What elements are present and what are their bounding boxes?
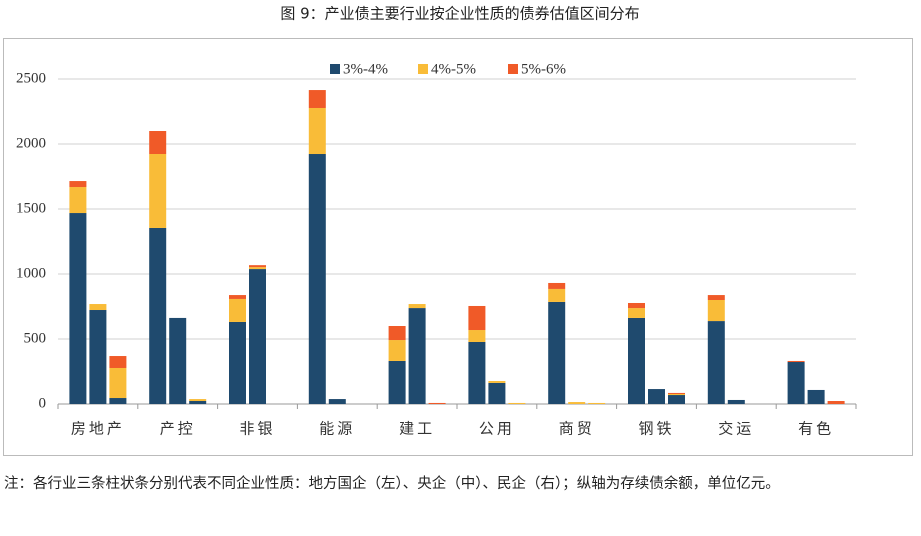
bar-segment [628,317,645,404]
y-tick-label: 1500 [16,200,46,216]
bar-segment [668,393,685,396]
bar-segment [189,399,207,402]
bar-segment [109,356,127,368]
bar-segment [548,288,566,302]
bar-segment [508,402,526,404]
x-tick-label: 钢铁 [638,420,674,437]
bar-segment [388,360,406,404]
x-tick-label: 能源 [319,420,355,437]
bar-segment [229,321,246,404]
bar-segment [229,298,246,322]
bar-segment [408,304,426,309]
y-tick-label: 1000 [16,265,46,281]
chart-title: 图 9：产业债主要行业按企业性质的债券估值区间分布 [280,5,639,23]
bar-segment [628,308,645,318]
bar-segment [548,301,566,404]
bar-segment [707,295,725,300]
x-tick-label: 非银 [239,420,275,437]
bar-segment [807,389,825,404]
bar-segment [668,392,685,394]
bar-segment [69,181,87,188]
bar-segment [169,317,187,404]
bar-segment [628,302,645,309]
bar-segment [568,402,586,404]
bar-segment [388,340,406,361]
bar-segment [707,321,725,404]
y-tick-label: 0 [39,395,47,411]
legend-label: 3%-4% [343,61,388,77]
legend-swatch [418,64,428,74]
bar-segment [588,402,606,404]
legend-swatch [508,64,518,74]
x-tick-label: 商贸 [559,420,595,437]
bar-segment [787,362,805,404]
bar-segment [707,300,725,322]
bar-segment [89,304,107,311]
bar-segment [727,399,745,404]
bar-segment [408,308,426,404]
x-tick-label: 交运 [718,419,754,437]
bar-segment [827,401,845,404]
bar-segment [229,295,246,299]
bar-segment [308,154,326,404]
bar-segment [468,330,486,342]
bar-segment [69,213,87,404]
bar-segment [388,326,406,341]
bar-segment [787,360,805,363]
chart: 图 9：产业债主要行业按企业性质的债券估值区间分布 0 500 1000 1500 20… [3,5,913,456]
chart-border [3,38,913,456]
bar-segment [109,398,127,404]
bar-segment [249,265,266,268]
y-tick-label: 2000 [16,135,46,151]
bar-segment [249,269,266,404]
bar-segment [308,90,326,108]
bar-segment [668,395,685,404]
bar-segment [249,267,266,270]
note: 注：各行业三条柱状条分别代表不同企业性质：地方国企（左）、央企（中）、民企（右）… [4,476,780,492]
bar-segment [468,305,486,331]
bar-segment [69,187,87,214]
bar-segment [149,154,167,228]
bar-segment [648,389,665,404]
bar-segment [189,401,207,404]
bar-segment [488,380,506,383]
bar-segment [488,382,506,404]
x-tick-label: 建工 [399,420,435,437]
legend-label: 5%-6% [521,61,566,77]
x-tick-label: 房地产 [71,420,125,437]
bar-segment [468,341,486,404]
legend-swatch [330,64,340,74]
bar-segment [328,399,346,404]
y-tick-label: 500 [24,330,47,346]
x-tick-label: 有色 [798,420,834,437]
bar-segment [149,227,167,404]
plot: 0 500 1000 1500 2000 2500 房地产 产控 非银 能源 建工 公用 商贸 钢铁 交运 有… [16,61,857,437]
legend-label: 4%-5% [431,61,476,77]
bar-segment [308,107,326,155]
bar-segment [149,131,167,155]
y-tick-label: 2500 [16,70,46,86]
x-tick-label: 公用 [479,421,515,437]
bar-segment [428,402,446,404]
x-tick-label: 产控 [160,420,196,437]
bar-segment [89,310,107,404]
bar-segment [109,367,127,399]
bar-segment [548,282,566,289]
